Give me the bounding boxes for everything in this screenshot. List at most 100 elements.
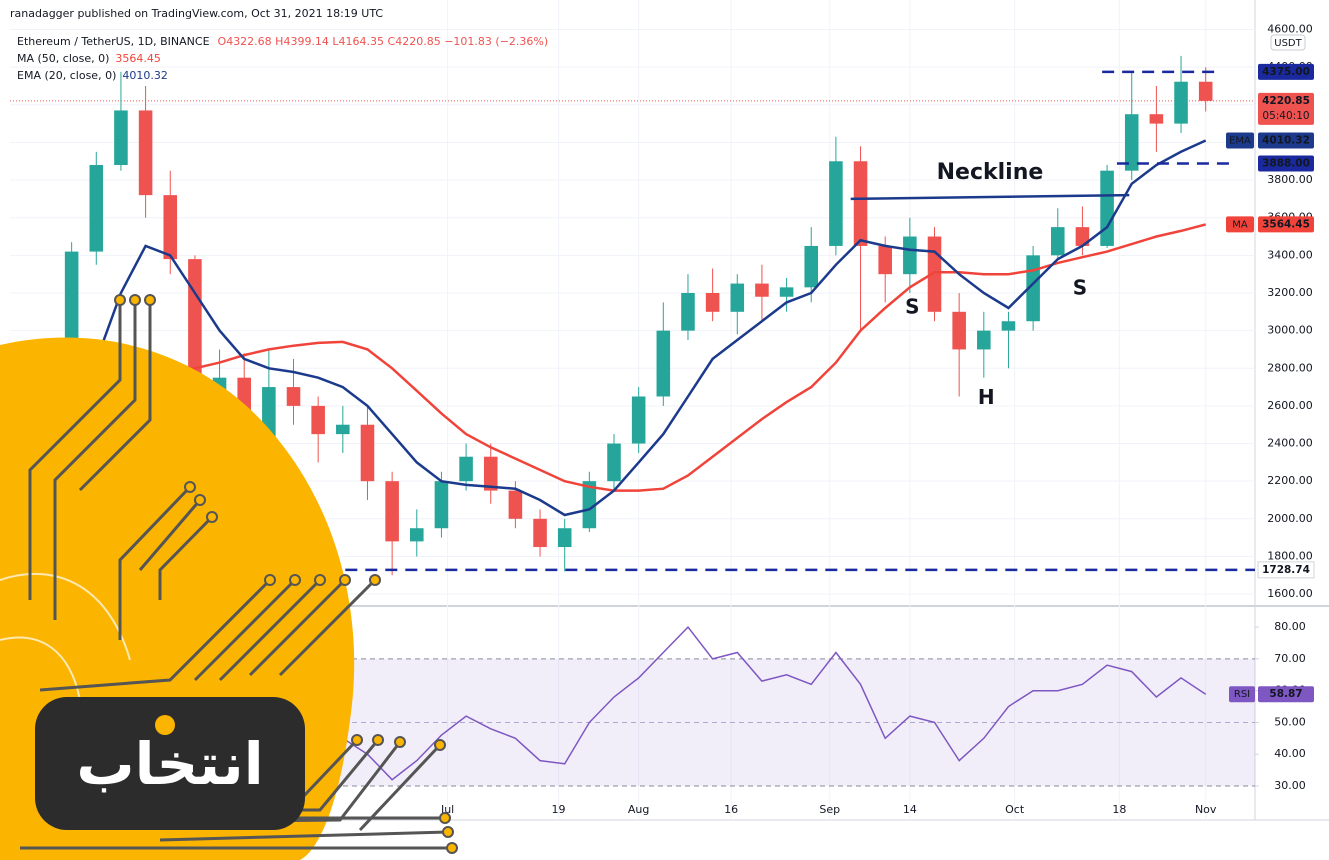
indicator-tag: EMA xyxy=(1229,135,1251,146)
x-tick-label: Sep xyxy=(819,803,840,816)
candle-body xyxy=(631,396,646,444)
candle-body xyxy=(1174,81,1188,124)
x-tick-label: 14 xyxy=(903,803,917,816)
y-tick-label: 2200.00 xyxy=(1267,474,1313,487)
y-tick-label: 1800.00 xyxy=(1267,549,1313,562)
candle-body xyxy=(582,481,597,529)
candle-body xyxy=(705,292,720,312)
pattern-label: S xyxy=(1073,276,1087,300)
neckline-label: Neckline xyxy=(937,160,1044,185)
x-tick-label: Oct xyxy=(1005,803,1025,816)
candle-body xyxy=(1149,114,1164,124)
candle-body xyxy=(434,481,449,529)
x-tick-label: Aug xyxy=(628,803,649,816)
pattern-label: H xyxy=(978,385,995,409)
x-tick-label: Nov xyxy=(1195,803,1217,816)
candle-body xyxy=(656,330,671,397)
candle-body xyxy=(903,236,917,275)
candle-body xyxy=(89,165,104,252)
candle-body xyxy=(533,518,547,548)
candle-body xyxy=(1075,227,1090,246)
candle-body xyxy=(163,195,178,260)
candle-body xyxy=(360,424,375,482)
candle-body xyxy=(1050,227,1065,256)
rsi-tag: RSI xyxy=(1234,689,1250,700)
y-tick-label: 2800.00 xyxy=(1267,361,1313,374)
y-tick-label: 1600.00 xyxy=(1267,587,1313,600)
ema-name: EMA (20, close, 0) xyxy=(17,69,116,82)
marks-layer: MA 3564.45 EMA 4010.32 4375.00 3888.00 1728.74… xyxy=(10,55,1315,788)
pattern-label: S xyxy=(905,295,919,319)
ma-name: MA (50, close, 0) xyxy=(17,52,109,65)
logo: انتخاب xyxy=(0,294,458,860)
level-label: 3888.00 xyxy=(1262,158,1310,170)
candle-body xyxy=(779,287,794,297)
neckline xyxy=(850,193,1130,201)
level-label: 1728.74 xyxy=(1262,564,1310,576)
y-tick-label: 30.00 xyxy=(1274,779,1306,792)
logo-plate xyxy=(35,697,305,830)
candle-body xyxy=(410,528,424,542)
candle-body xyxy=(311,405,325,435)
indicator-line xyxy=(145,223,1207,492)
circuit-dots xyxy=(114,294,458,854)
level-label-box xyxy=(1257,561,1315,579)
indicator-value-tag-box xyxy=(1258,216,1314,233)
candle-body xyxy=(1001,321,1016,331)
ohlc: O4322.68 H4399.14 L4164.35 C4220.85 −101… xyxy=(218,35,549,48)
y-tick-label: 3200.00 xyxy=(1267,286,1313,299)
last-price-box xyxy=(1258,92,1314,125)
candle-body xyxy=(114,110,128,166)
candle-body xyxy=(952,311,966,350)
indicator-tag-box xyxy=(1226,216,1254,233)
level-label-box xyxy=(1258,63,1314,80)
y-tick-label: 2400.00 xyxy=(1267,437,1313,450)
indicator-value-tag-box xyxy=(1258,132,1314,149)
symbol-legend: Ethereum / TetherUS, 1D, BINANCE O4322.68… xyxy=(17,35,548,48)
level-label: 4375.00 xyxy=(1262,66,1310,78)
candle-body xyxy=(730,283,745,312)
candle-body xyxy=(1124,114,1139,171)
symbol: Ethereum / TetherUS, 1D, BINANCE xyxy=(17,35,210,48)
candle-body xyxy=(977,330,991,350)
candle-body xyxy=(681,292,695,331)
ema-value: 4010.32 xyxy=(122,69,168,82)
logo-arc xyxy=(0,572,131,701)
y-tick-label: 40.00 xyxy=(1274,747,1306,760)
logo-text: انتخاب xyxy=(76,730,263,798)
y-tick-label: 2000.00 xyxy=(1267,512,1313,525)
y-tick-label: 80.00 xyxy=(1274,620,1306,633)
y-tick-label: 50.00 xyxy=(1274,715,1306,728)
y-tick-label: 3800.00 xyxy=(1267,173,1313,186)
indicator-tag: MA xyxy=(1232,219,1248,230)
candle-body xyxy=(607,443,621,482)
candle-body xyxy=(385,481,399,542)
candle-body xyxy=(853,161,868,246)
indicator-value-tag: 4010.32 xyxy=(1262,134,1310,146)
candle-body xyxy=(336,424,350,435)
candle-body xyxy=(829,161,843,246)
y-tick-label: 70.00 xyxy=(1274,652,1306,665)
ma-value: 3564.45 xyxy=(115,52,161,65)
level-label-box xyxy=(1258,155,1314,172)
x-tick-label: 16 xyxy=(724,803,738,816)
candle-body xyxy=(1198,81,1213,101)
indicator-tag-box xyxy=(1226,132,1254,149)
currency-box xyxy=(1270,34,1306,51)
ema-legend: EMA (20, close, 0) 4010.32 xyxy=(17,69,168,82)
x-tick-label: 18 xyxy=(1112,803,1126,816)
candle-body xyxy=(557,528,572,548)
candle-body xyxy=(804,245,819,288)
candle-body xyxy=(138,110,153,196)
candle-body xyxy=(508,490,523,519)
y-tick-label: 3000.00 xyxy=(1267,324,1313,337)
indicator-value-tag: 3564.45 xyxy=(1262,218,1310,230)
countdown: 05:40:10 xyxy=(1262,110,1309,122)
logo-coin xyxy=(155,715,175,735)
rsi-tag-box xyxy=(1229,686,1255,703)
candle-body xyxy=(459,456,473,482)
published-line: ranadagger published on TradingView.com,… xyxy=(10,7,383,20)
candle-body xyxy=(64,251,79,341)
